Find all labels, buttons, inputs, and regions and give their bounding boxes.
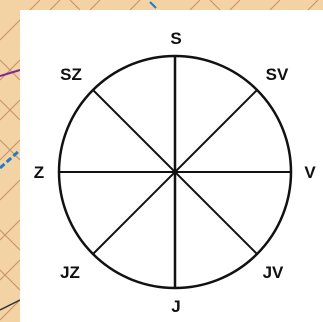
compass-line-ne-sw — [92, 89, 258, 255]
label-south: J — [171, 297, 180, 316]
label-northwest: SZ — [60, 65, 82, 84]
river-line — [0, 148, 22, 170]
label-east: V — [304, 163, 316, 182]
label-north: S — [170, 29, 181, 48]
label-west: Z — [34, 163, 44, 182]
compass-panel — [20, 10, 323, 322]
boundary-line — [0, 69, 21, 77]
label-southeast: JV — [263, 263, 284, 282]
river-dots — [149, 1, 157, 9]
road-line — [0, 299, 21, 311]
label-northeast: SV — [266, 65, 289, 84]
label-southwest: JZ — [60, 263, 80, 282]
